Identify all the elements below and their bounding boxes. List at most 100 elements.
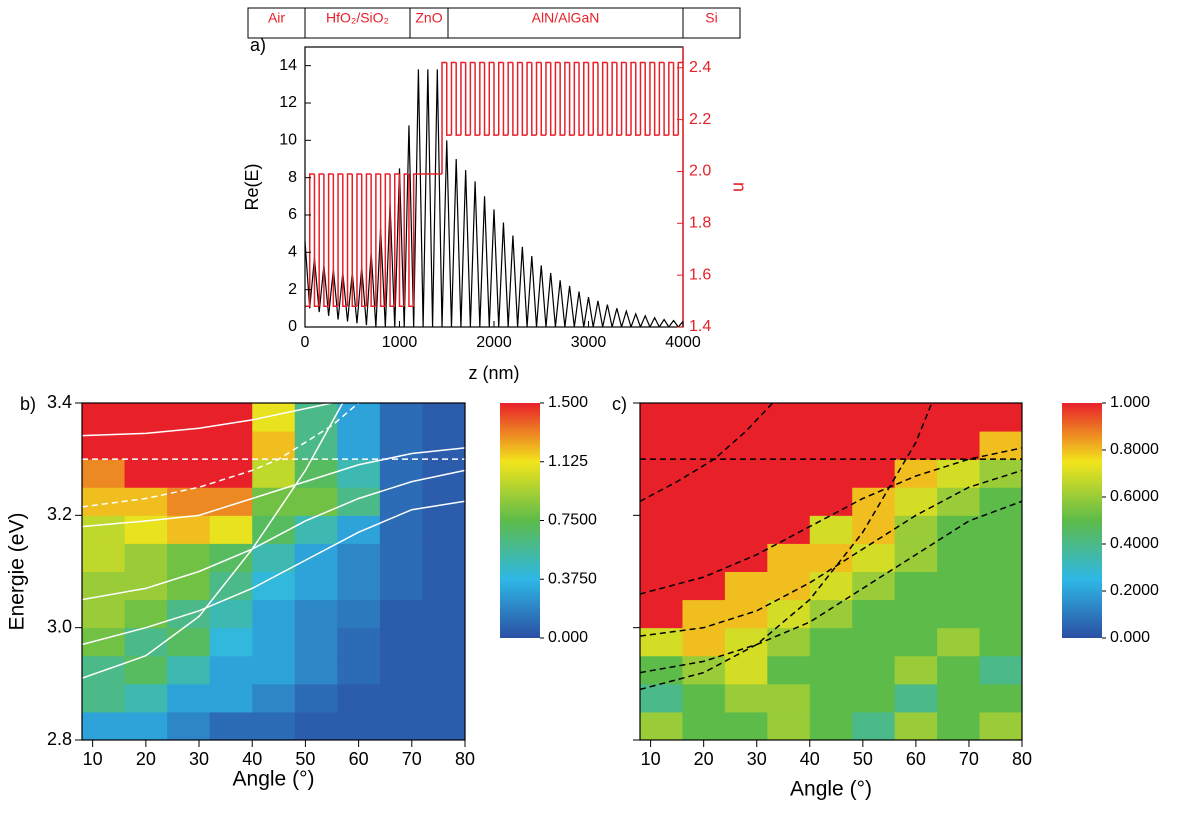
heat-cell — [724, 655, 768, 685]
x-tick-label: 70 — [959, 749, 979, 769]
n-step — [488, 61, 494, 136]
heat-cell — [937, 431, 981, 460]
heat-cell — [937, 403, 981, 432]
x-tick-label: 50 — [853, 749, 873, 769]
heat-cell — [682, 655, 726, 685]
plot-area — [82, 403, 465, 740]
heat-cell — [682, 571, 726, 601]
heat-cell — [809, 487, 853, 516]
heat-cell — [379, 431, 423, 460]
heat-cell — [979, 403, 1022, 432]
heat-cell — [422, 571, 465, 601]
heat-cell — [682, 459, 726, 488]
heat-cell — [124, 459, 168, 488]
y-tick-label: 0 — [288, 318, 297, 335]
heat-cell — [167, 543, 211, 572]
heat-cell — [852, 403, 896, 432]
heat-cell — [294, 655, 338, 685]
heat-cell — [724, 403, 768, 432]
n-step — [526, 61, 532, 136]
heat-cell — [682, 403, 726, 432]
heat-cell — [167, 683, 211, 713]
n-step — [644, 62, 650, 136]
n-step — [616, 62, 622, 136]
heat-cell — [724, 487, 768, 516]
n-step — [398, 174, 405, 308]
y-tick-label: 8 — [288, 169, 297, 186]
y-tick-label: 2 — [288, 281, 297, 298]
heat-cell — [640, 655, 683, 685]
heat-cell — [422, 655, 465, 685]
mode-curve — [82, 403, 344, 679]
colorbar — [1062, 403, 1102, 638]
heat-cell — [979, 655, 1022, 685]
n-step — [342, 174, 348, 308]
heat-cell — [682, 543, 726, 572]
x-tick-label: 40 — [800, 749, 820, 769]
y-tick-label: 3.0 — [47, 616, 72, 636]
n-step — [356, 173, 362, 307]
n-step — [327, 173, 334, 307]
heat-cell — [809, 599, 853, 629]
heat-cell — [379, 543, 423, 572]
heat-cell — [809, 459, 853, 488]
heat-cell — [852, 599, 896, 629]
heat-cell — [294, 571, 338, 601]
n-step — [606, 62, 613, 136]
heat-cell — [767, 431, 811, 460]
n-step — [375, 173, 381, 307]
y2-tick-label: 1.4 — [689, 318, 711, 335]
heat-cell — [894, 711, 938, 740]
layer-label: Si — [705, 10, 717, 26]
mode-curve — [82, 469, 465, 601]
heat-cell — [767, 627, 811, 657]
heat-cell — [422, 431, 465, 460]
n-step — [653, 62, 660, 136]
colorbar-tick-label: 0.3750 — [548, 570, 597, 587]
heat-cell — [767, 543, 811, 572]
heat-cell — [979, 599, 1022, 629]
heat-cell — [252, 599, 296, 629]
heat-cell — [379, 571, 423, 601]
heat-cell — [767, 487, 811, 516]
heat-cell — [124, 403, 168, 432]
plot-area — [640, 403, 1022, 740]
heat-cell — [852, 571, 896, 601]
y2-tick-label: 1.8 — [689, 215, 711, 232]
x-tick-label: 10 — [641, 749, 661, 769]
mode-curve — [82, 403, 333, 437]
x-tick-label: 0 — [301, 334, 310, 351]
n-step — [564, 61, 570, 136]
heat-cell — [422, 515, 465, 544]
heat-cell — [979, 683, 1022, 713]
heat-cell — [379, 515, 423, 544]
heat-cell — [209, 627, 253, 657]
heat-cell — [724, 711, 768, 740]
heat-cell — [124, 683, 168, 713]
y2-tick-label: 2.0 — [689, 163, 711, 180]
heat-cell — [124, 627, 168, 657]
heat-cell — [809, 711, 853, 740]
n-step — [332, 174, 339, 308]
heat-cell — [82, 459, 126, 488]
x-tick-label: 10 — [83, 749, 103, 769]
x-axis-label: Angle (°) — [233, 768, 315, 791]
heat-cell — [767, 711, 811, 740]
n-step — [583, 61, 589, 136]
n-step — [535, 61, 542, 136]
heat-cell — [294, 543, 338, 572]
heat-cell — [294, 431, 338, 460]
heat-cell — [167, 627, 211, 657]
heat-cell — [337, 459, 381, 488]
heat-cell — [422, 627, 465, 657]
n-step — [464, 62, 471, 136]
n-step — [469, 61, 476, 136]
colorbar — [500, 403, 540, 638]
n-step — [493, 62, 499, 136]
heat-cell — [937, 711, 981, 740]
n-step — [507, 61, 513, 136]
n-step — [592, 61, 598, 136]
heat-cell — [979, 543, 1022, 572]
n-step — [360, 174, 367, 308]
y-tick-label: 3.4 — [47, 392, 72, 412]
